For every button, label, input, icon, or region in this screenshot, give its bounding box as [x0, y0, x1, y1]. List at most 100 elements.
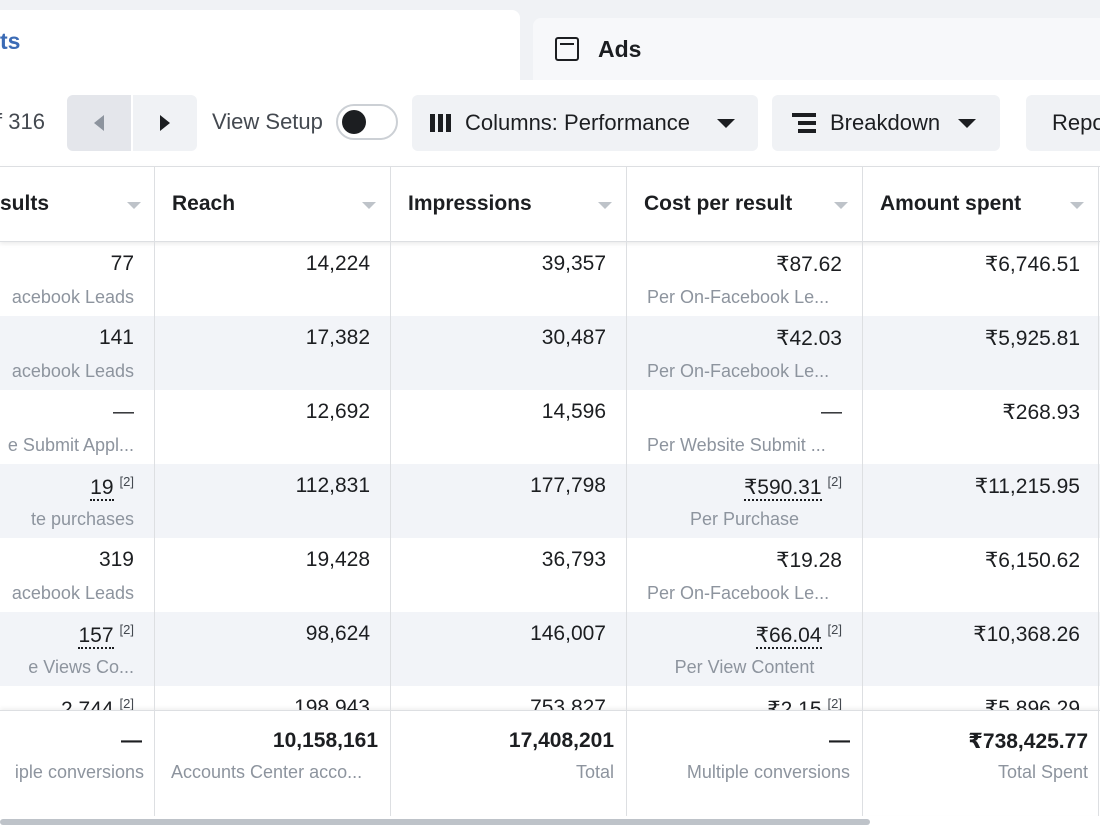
cost-per-result-cell: ₹66.04 [2] Per View Content	[674, 622, 842, 677]
table-row[interactable]: — e Submit Appl... 12,692 14,596 — Per W…	[0, 390, 1100, 464]
sort-icon[interactable]	[127, 202, 141, 209]
results-value[interactable]: 157	[78, 624, 114, 649]
results-total-cell: — iple conversions	[14, 729, 144, 782]
cost-per-result-cell: ₹19.28 Per On-Facebook Le...	[647, 549, 842, 603]
column-divider[interactable]	[626, 166, 627, 816]
amount-spent-cell: ₹6,150.62	[984, 549, 1080, 572]
cost-per-result-value[interactable]: ₹66.04	[755, 624, 822, 649]
chevron-down-icon	[717, 119, 735, 128]
toolbar: f 316 View Setup Columns: Performance Br…	[0, 80, 1100, 166]
breakdown-dropdown-button[interactable]: Breakdown	[772, 95, 1000, 151]
table-row[interactable]: 77 acebook Leads 14,224 39,357 ₹87.62 Pe…	[0, 242, 1100, 316]
table-header: sults Reach Impressions Cost per result …	[0, 166, 1100, 242]
column-divider[interactable]	[390, 166, 391, 816]
table-row[interactable]: 2,744 [2] 198,943 753,827 ₹2.15 [2] ₹5,896…	[0, 686, 1100, 710]
impressions-cell: 36,793	[541, 548, 606, 571]
table-totals-row: — iple conversions 10,158,161 Accounts C…	[0, 710, 1100, 815]
horizontal-scrollbar[interactable]	[0, 819, 870, 825]
columns-label: Columns: Performance	[465, 110, 690, 135]
footnote-marker[interactable]: [2]	[119, 622, 134, 637]
table-row[interactable]: 319 acebook Leads 19,428 36,793 ₹19.28 P…	[0, 538, 1100, 612]
reports-label: Repo	[1052, 110, 1100, 135]
impressions-cell: 14,596	[541, 400, 606, 423]
view-setup-label: View Setup	[212, 109, 323, 134]
breakdown-label: Breakdown	[830, 110, 941, 135]
reports-button[interactable]: Repo	[1026, 95, 1100, 151]
next-page-button[interactable]	[133, 95, 197, 151]
table-row[interactable]: 141 acebook Leads 17,382 30,487 ₹42.03 P…	[0, 316, 1100, 390]
column-header-cost-per-result[interactable]: Cost per result	[627, 167, 862, 241]
results-cell: 77 acebook Leads	[11, 252, 134, 307]
sort-icon[interactable]	[362, 202, 376, 209]
reach-cell: 17,382	[305, 326, 370, 349]
impressions-cell: 30,487	[541, 326, 606, 349]
results-cell: 319 acebook Leads	[11, 548, 134, 603]
results-cell: 2,744 [2]	[0, 686, 154, 710]
results-cell: — e Submit Appl...	[7, 400, 134, 455]
view-setup-toggle[interactable]	[336, 104, 398, 140]
columns-dropdown-button[interactable]: Columns: Performance	[412, 95, 758, 151]
reach-cell: 14,224	[305, 252, 370, 275]
results-cell: 141 acebook Leads	[11, 326, 134, 381]
reach-cell: 12,692	[305, 400, 370, 423]
table-row[interactable]: 19 [2] te purchases 112,831 177,798 ₹590.…	[0, 464, 1100, 538]
sort-icon[interactable]	[834, 202, 848, 209]
chevron-right-icon	[160, 115, 170, 131]
tab-ad-sets-label: ts	[0, 27, 21, 54]
results-value[interactable]: 2,744	[60, 698, 114, 710]
breakdown-icon	[792, 113, 816, 133]
cost-per-result-cell: — Per Website Submit ...	[647, 400, 842, 455]
chevron-down-icon	[958, 119, 976, 128]
results-cell: 19 [2] te purchases	[30, 474, 134, 529]
column-divider[interactable]	[1098, 166, 1099, 816]
results-cell: 157 [2] e Views Co...	[28, 622, 134, 677]
cost-per-result-value[interactable]: ₹590.31	[743, 476, 822, 501]
reach-cell: 19,428	[305, 548, 370, 571]
cost-per-result-total-cell: — Multiple conversions	[686, 729, 850, 782]
column-header-reach[interactable]: Reach	[155, 167, 390, 241]
impressions-cell: 146,007	[530, 622, 606, 645]
footnote-marker[interactable]: [2]	[119, 474, 134, 489]
column-header-results[interactable]: sults	[0, 167, 154, 241]
reach-cell: 112,831	[295, 474, 370, 497]
results-value[interactable]: 19	[90, 476, 114, 501]
reach-cell: 198,943	[294, 696, 370, 710]
chevron-left-icon	[94, 115, 104, 131]
table-row[interactable]: 157 [2] e Views Co... 98,624 146,007 ₹66.…	[0, 612, 1100, 686]
reach-cell: 98,624	[305, 622, 370, 645]
sort-icon[interactable]	[598, 202, 612, 209]
cost-per-result-cell: ₹42.03 Per On-Facebook Le...	[647, 327, 842, 381]
amount-spent-cell: ₹10,368.26	[973, 623, 1080, 646]
column-header-amount-spent[interactable]: Amount spent	[863, 167, 1100, 241]
cost-per-result-cell: ₹590.31 [2] Per Purchase	[689, 474, 842, 529]
footnote-marker[interactable]: [2]	[827, 474, 842, 489]
pager-count: f 316	[0, 109, 45, 134]
tab-ad-sets[interactable]: ts	[0, 10, 520, 82]
previous-page-button[interactable]	[67, 95, 131, 151]
sort-icon[interactable]	[1070, 202, 1084, 209]
toggle-knob	[342, 110, 366, 134]
amount-spent-cell: ₹5,925.81	[984, 327, 1080, 350]
footnote-marker[interactable]: [2]	[119, 696, 134, 710]
cost-per-result-value[interactable]: ₹2.15	[767, 698, 822, 710]
amount-spent-total-cell: ₹738,425.77 Total Spent	[968, 730, 1088, 782]
reach-total-cell: 10,158,161 Accounts Center acco...	[171, 729, 378, 782]
amount-spent-cell: ₹268.93	[1002, 401, 1080, 424]
table-body: 77 acebook Leads 14,224 39,357 ₹87.62 Pe…	[0, 242, 1100, 710]
column-divider[interactable]	[862, 166, 863, 816]
footnote-marker[interactable]: [2]	[827, 622, 842, 637]
ad-icon	[555, 37, 579, 61]
amount-spent-cell: ₹6,746.51	[984, 253, 1080, 276]
cost-per-result-cell: ₹87.62 Per On-Facebook Le...	[647, 253, 842, 307]
tab-ads[interactable]: Ads	[533, 18, 1100, 80]
impressions-cell: 753,827	[530, 696, 606, 710]
cost-per-result-cell: ₹2.15 [2]	[627, 686, 862, 710]
column-divider[interactable]	[154, 166, 155, 816]
columns-icon	[430, 114, 451, 132]
column-header-impressions[interactable]: Impressions	[391, 167, 626, 241]
impressions-cell: 177,798	[530, 474, 606, 497]
amount-spent-cell: ₹11,215.95	[974, 475, 1080, 498]
ads-table: sults Reach Impressions Cost per result …	[0, 166, 1100, 825]
footnote-marker[interactable]: [2]	[827, 696, 842, 710]
